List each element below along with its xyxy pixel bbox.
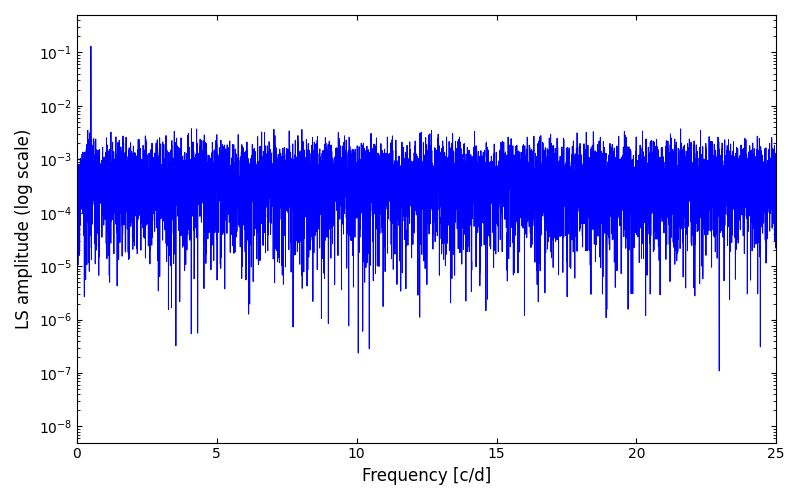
X-axis label: Frequency [c/d]: Frequency [c/d] bbox=[362, 467, 491, 485]
Y-axis label: LS amplitude (log scale): LS amplitude (log scale) bbox=[15, 128, 33, 329]
